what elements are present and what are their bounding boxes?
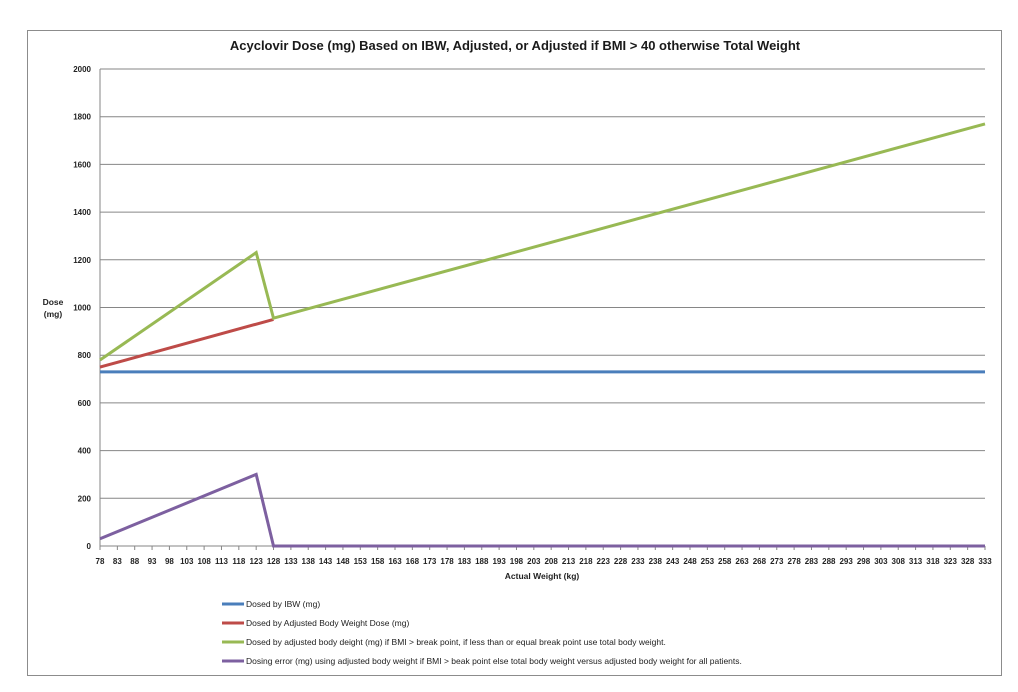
x-tick-label: 168: [406, 557, 420, 566]
x-tick-label: 178: [440, 557, 454, 566]
y-tick-label: 1400: [73, 208, 91, 217]
x-tick-label: 208: [544, 557, 558, 566]
legend-label-4: Dosing error (mg) using adjusted body we…: [246, 656, 742, 666]
x-tick-label: 238: [649, 557, 663, 566]
y-axis-label-line-2: (mg): [44, 309, 63, 319]
x-tick-label: 258: [718, 557, 732, 566]
series-line-4: [99, 472, 985, 548]
x-tick-label: 103: [180, 557, 194, 566]
x-tick-label: 243: [666, 557, 680, 566]
legend: Dosed by IBW (mg) Dosed by Adjusted Body …: [222, 599, 742, 666]
x-tick-label: 98: [165, 557, 174, 566]
x-tick-label: 218: [579, 557, 593, 566]
y-tick-label: 200: [78, 494, 92, 503]
legend-label-1: Dosed by IBW (mg): [246, 599, 320, 609]
x-tick-label: 93: [148, 557, 157, 566]
grid-lines: [99, 68, 986, 550]
x-tick-label: 223: [597, 557, 611, 566]
x-tick-label: 303: [874, 557, 888, 566]
x-tick-label: 108: [197, 557, 211, 566]
y-tick-label: 1200: [73, 256, 91, 265]
x-tick-label: 198: [510, 557, 524, 566]
y-tick-label: 800: [78, 351, 92, 360]
x-tick-label: 293: [839, 557, 853, 566]
y-tick-label: 2000: [73, 65, 91, 74]
y-tick-labels: 0 200 400 600 800 1000 1200 1400 1600 1800 2000: [73, 65, 91, 551]
x-tick-label: 288: [822, 557, 836, 566]
x-tick-label: 333: [978, 557, 992, 566]
y-axis-label-line-1: Dose: [43, 297, 64, 307]
x-tick-label: 203: [527, 557, 541, 566]
x-tick-label: 328: [961, 557, 975, 566]
legend-label-2: Dosed by Adjusted Body Weight Dose (mg): [246, 618, 409, 628]
y-tick-label: 600: [78, 399, 92, 408]
x-tick-label: 233: [631, 557, 645, 566]
series-line-3: [99, 122, 986, 362]
x-tick-label: 148: [336, 557, 350, 566]
x-tick-label: 253: [701, 557, 715, 566]
y-tick-label: 1600: [73, 160, 91, 169]
x-tick-label: 193: [492, 557, 506, 566]
series-lines: [99, 122, 986, 548]
x-tick-label: 318: [926, 557, 940, 566]
x-tick-label: 78: [96, 557, 105, 566]
x-tick-label: 133: [284, 557, 298, 566]
x-tick-label: 88: [130, 557, 139, 566]
x-tick-label: 138: [302, 557, 316, 566]
x-tick-label: 283: [805, 557, 819, 566]
x-tick-label: 183: [458, 557, 472, 566]
x-tick-label: 118: [232, 557, 245, 566]
series-line-2: [99, 317, 274, 369]
chart-title: Acyclovir Dose (mg) Based on IBW, Adjust…: [230, 38, 801, 53]
y-tick-label: 1000: [73, 304, 91, 313]
x-axis-label: Actual Weight (kg): [505, 571, 580, 581]
x-tick-label: 298: [857, 557, 871, 566]
y-tick-label: 400: [78, 447, 92, 456]
x-tick-labels: 78 83 88 93 98 103 108 113 118 123 128 133 138 143 148…: [96, 557, 993, 566]
x-tick-label: 113: [215, 557, 228, 566]
x-tick-label: 123: [249, 557, 263, 566]
x-tick-label: 278: [787, 557, 801, 566]
x-tick-label: 263: [735, 557, 749, 566]
x-tick-label: 323: [944, 557, 958, 566]
y-tick-label: 1800: [73, 113, 91, 122]
x-tick-label: 273: [770, 557, 784, 566]
x-tick-label: 268: [753, 557, 767, 566]
x-tick-label: 128: [267, 557, 281, 566]
x-tick-label: 83: [113, 557, 122, 566]
chart-frame: [27, 30, 1002, 676]
x-tick-label: 158: [371, 557, 385, 566]
x-tick-label: 163: [388, 557, 402, 566]
x-tick-label: 188: [475, 557, 489, 566]
x-tick-label: 213: [562, 557, 576, 566]
y-tick-label: 0: [87, 542, 92, 551]
x-tick-label: 153: [354, 557, 368, 566]
x-tick-label: 313: [909, 557, 923, 566]
legend-label-3: Dosed by adjusted body deight (mg) if BM…: [246, 637, 666, 647]
x-tick-label: 228: [614, 557, 628, 566]
x-tick-label: 308: [892, 557, 906, 566]
x-tick-label: 248: [683, 557, 697, 566]
x-tick-label: 143: [319, 557, 333, 566]
x-tick-label: 173: [423, 557, 437, 566]
